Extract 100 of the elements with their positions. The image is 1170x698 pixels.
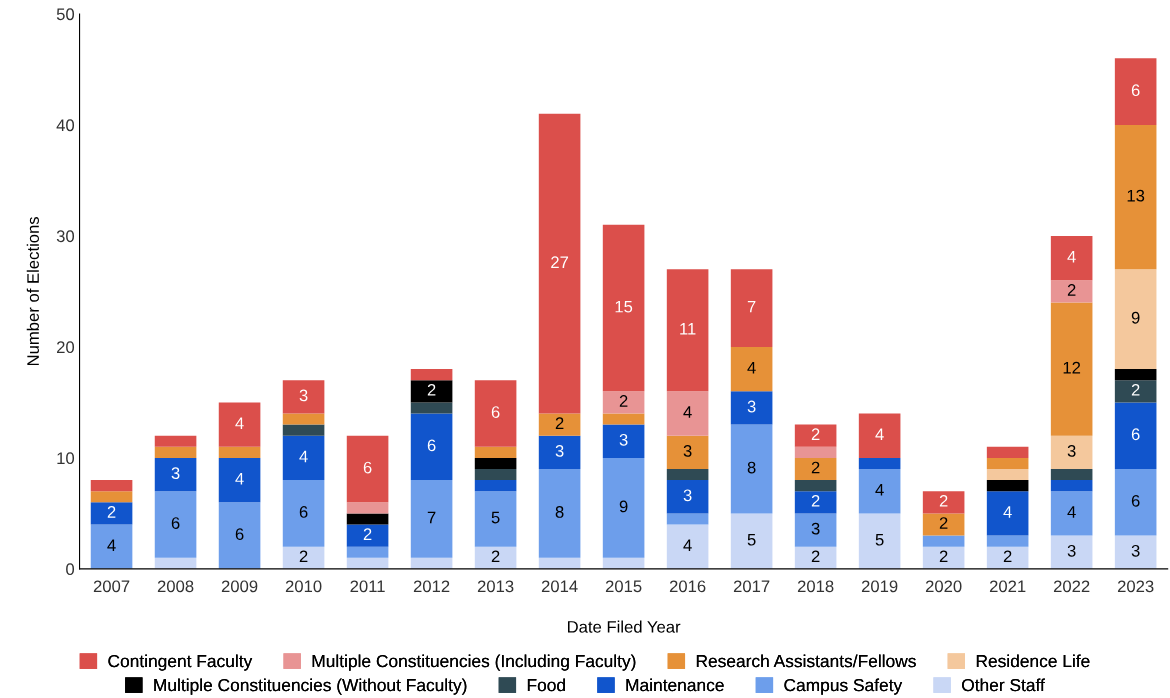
data-label: 6 [171,517,180,529]
y-axis-title: Number of Elections [26,216,39,366]
data-label: 11 [680,323,696,335]
bar [410,369,453,381]
data-label: 6 [299,506,308,518]
bar [858,413,901,458]
bar [474,380,517,447]
bar [922,535,965,547]
bar [794,424,837,447]
data-label: 4 [875,484,884,496]
x-tick-label: 2019 [861,580,898,593]
bar [858,513,901,569]
data-label: 7 [747,300,756,313]
data-label: 15 [615,300,633,313]
data-label: 6 [427,439,436,452]
bar [218,402,261,447]
data-label: 4 [1003,506,1012,518]
data-label: 2 [811,550,820,563]
bar [986,446,1029,458]
data-label: 2 [555,417,564,429]
bar [218,457,261,503]
bar [922,513,965,536]
bar [90,524,133,569]
data-label: 2 [619,395,628,407]
bar [730,424,773,514]
data-label: 5 [491,511,500,524]
bar [666,391,709,436]
x-tick-label: 2018 [797,580,834,593]
data-label: 2 [427,383,436,396]
bar [154,491,197,558]
data-label: 3 [619,433,628,446]
bar [1050,235,1093,281]
data-label: 6 [235,528,244,541]
legend-label: Campus Safety [784,678,903,695]
bar [538,113,581,414]
x-tick-label: 2008 [157,580,194,593]
bar [1050,302,1093,436]
data-label: 2 [811,494,820,507]
data-label: 2 [811,428,820,440]
bar [794,457,837,481]
data-label: 2 [811,461,820,474]
x-tick-label: 2017 [733,580,770,593]
bar [538,435,581,469]
bar [1114,269,1157,370]
data-label: 2 [363,528,372,540]
legend-label: Food [527,678,565,692]
bar [474,446,517,458]
x-tick-label: 2021 [989,580,1026,593]
data-label: 2 [1067,284,1076,296]
bar [474,491,517,547]
data-label: 2 [1131,383,1140,396]
bar [346,502,389,514]
bar [730,391,773,425]
legend-label: Other Staff [962,678,1045,692]
bar [538,413,581,436]
bar [1114,58,1157,125]
x-tick-label: 2020 [925,580,962,593]
bar [1114,369,1157,381]
x-tick-label: 2023 [1117,580,1154,593]
data-label: 4 [683,539,692,551]
bar [922,491,965,514]
bar [858,457,901,469]
data-label: 13 [1127,189,1145,202]
bar [346,524,389,547]
data-label: 2 [491,550,500,563]
data-label: 4 [1067,506,1076,518]
x-axis-title: Date Filed Year [567,620,681,633]
legend-label: Multiple Constituencies (Including Faculty) [312,654,636,671]
bar [474,468,517,481]
bar [1114,124,1157,270]
data-label: 6 [1131,84,1140,97]
bar [154,446,197,458]
data-label: 12 [1063,361,1081,374]
x-tick-label: 2007 [93,580,130,593]
x-tick-label: 2012 [413,580,450,593]
bar [90,480,133,492]
data-label: 3 [811,522,820,535]
bar [410,480,453,558]
bar [730,513,773,569]
bar [666,468,709,481]
data-label: 4 [299,450,308,463]
data-label: 6 [1131,428,1140,441]
data-label: 9 [619,500,628,513]
x-tick-label: 2013 [477,580,514,593]
data-label: 4 [747,361,756,374]
bar [666,513,709,525]
data-label: 2 [107,506,116,518]
bar [218,446,261,458]
bar [218,502,261,569]
y-tick-label: 0 [66,563,75,576]
bar [1114,535,1157,569]
bar [1050,280,1093,303]
bar [922,546,965,569]
legend-label: Maintenance [626,678,724,692]
bar [1050,491,1093,536]
x-tick-label: 2011 [350,580,385,593]
bar [346,546,389,558]
bar [474,546,517,569]
data-label: 8 [747,461,756,474]
bar [730,269,773,347]
